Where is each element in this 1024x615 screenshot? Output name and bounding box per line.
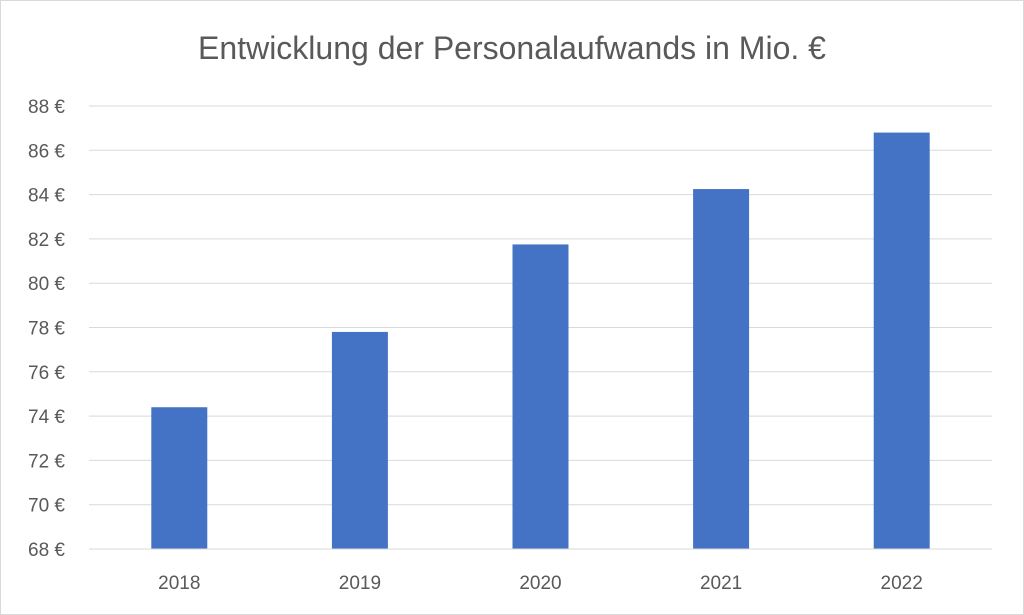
y-tick-label: 68 € [28, 540, 65, 561]
y-tick-label: 82 € [28, 230, 65, 251]
y-axis-tick-labels: 68 € 70 € 72 € 74 € 76 € 78 € 80 € 82 € 84 € 86 €… [28, 97, 65, 561]
y-tick-label: 86 € [28, 141, 65, 162]
y-tick-label: 80 € [28, 274, 65, 295]
x-tick-label: 2019 [339, 573, 381, 594]
bar-2022 [873, 132, 930, 549]
y-tick-label: 88 € [28, 97, 65, 118]
x-tick-label: 2020 [519, 573, 561, 594]
y-tick-label: 76 € [28, 363, 65, 384]
y-tick-label: 72 € [28, 451, 65, 472]
bar-2019 [331, 331, 388, 549]
x-tick-label: 2018 [158, 573, 200, 594]
bar-2018 [151, 407, 208, 549]
x-tick-label: 2021 [700, 573, 742, 594]
y-tick-label: 78 € [28, 319, 65, 340]
bar-2020 [512, 244, 569, 549]
x-axis-tick-labels: 2018 2019 2020 2021 2022 [158, 573, 923, 594]
bars [151, 132, 930, 549]
chart-title: Entwicklung der Personalaufwands in Mio.… [198, 30, 826, 66]
y-tick-label: 84 € [28, 186, 65, 207]
y-tick-label: 70 € [28, 496, 65, 517]
x-tick-label: 2022 [881, 573, 923, 594]
y-tick-label: 74 € [28, 407, 65, 428]
bar-2021 [693, 189, 750, 549]
